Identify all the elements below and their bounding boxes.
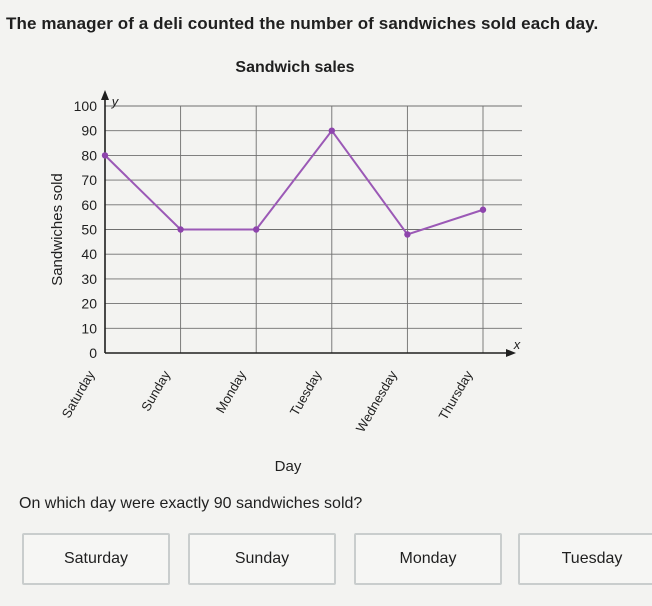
answer-saturday-button[interactable]: Saturday [22,533,170,585]
answer-sunday-button[interactable]: Sunday [188,533,336,585]
data-point [404,231,411,238]
data-point [328,127,335,134]
data-point [253,226,260,233]
y-axis-letter: y [111,94,120,109]
chart-svg: Sandwich sales 0 10 20 30 40 50 60 70 80 90 100 Sa… [49,59,522,475]
y-tick-label: 40 [81,246,97,262]
data-point [177,226,184,233]
x-tick-label: Saturday [59,368,98,421]
chart: Sandwich sales 0 10 20 30 40 50 60 70 80 90 100 Sa… [0,50,652,480]
answer-choices: Saturday Sunday Monday Tuesday [0,533,652,593]
y-tick-labels: 0 10 20 30 40 50 60 70 80 90 100 [74,98,98,361]
y-axis-label: Sandwiches sold [49,173,66,286]
x-tick-label: Tuesday [287,368,325,419]
x-tick-label: Wednesday [353,368,400,435]
y-tick-label: 20 [81,296,97,312]
y-tick-label: 0 [89,345,97,361]
chart-title: Sandwich sales [235,59,354,76]
y-tick-label: 60 [81,197,97,213]
grid [105,105,522,353]
y-tick-label: 80 [81,147,97,163]
y-axis-arrow [101,90,109,100]
y-tick-label: 70 [81,172,97,188]
y-tick-label: 30 [81,271,97,287]
y-tick-label: 50 [81,222,97,238]
x-tick-labels: Saturday Sunday Monday Tuesday Wednesday Thur… [59,368,476,435]
axes [101,90,516,357]
y-tick-label: 90 [81,123,97,139]
x-tick-label: Monday [213,368,249,416]
x-tick-label: Thursday [436,368,476,423]
x-axis-label: Day [275,458,302,475]
series [101,127,487,238]
data-point [101,152,109,159]
x-axis-arrow [506,349,516,357]
question-text: The manager of a deli counted the number… [6,14,599,33]
answer-monday-button[interactable]: Monday [354,533,502,585]
y-tick-label: 10 [81,320,97,336]
y-tick-label: 100 [74,98,98,114]
x-tick-label: Sunday [138,368,173,414]
answer-tuesday-button[interactable]: Tuesday [518,533,652,585]
data-point [479,206,487,213]
question-prompt: On which day were exactly 90 sandwiches … [19,495,363,512]
series-line [104,129,484,236]
x-axis-letter: x [513,337,521,352]
